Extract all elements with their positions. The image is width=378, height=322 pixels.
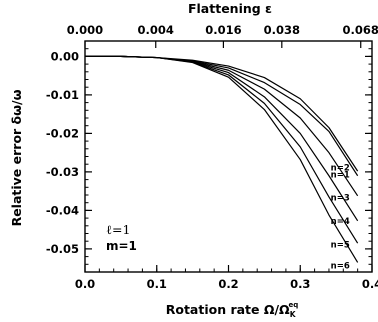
top-axis-title: Flattening ε xyxy=(188,1,272,16)
series-line-n6 xyxy=(85,55,359,263)
x-tick-label: 0.0 xyxy=(75,277,95,291)
series-label-n2: n=2 xyxy=(331,164,350,174)
series-line-n5 xyxy=(85,55,359,244)
top-tick-label: 0.068 xyxy=(343,23,378,37)
top-tick-label: 0.016 xyxy=(205,23,241,37)
x-tick-label: 0.1 xyxy=(147,277,167,291)
plot-frame xyxy=(84,40,373,273)
series-label-n6: n=6 xyxy=(331,261,350,271)
y-tick-label: 0.00 xyxy=(51,49,79,63)
y-tick-label: -0.04 xyxy=(46,203,79,217)
y-tick-label: -0.03 xyxy=(46,165,79,179)
top-tick-label: 0.004 xyxy=(138,23,174,37)
y-tick-label: -0.05 xyxy=(46,242,79,256)
series-label-n3: n=3 xyxy=(331,193,350,203)
series-label-n4: n=4 xyxy=(331,217,350,227)
x-axis-title-sub: K xyxy=(290,310,297,319)
axis-ticks xyxy=(84,40,373,272)
y-tick-label: -0.01 xyxy=(46,88,79,102)
plot-border xyxy=(84,40,373,273)
top-tick-label: 0.038 xyxy=(264,23,300,37)
annotation-l: ℓ=1 xyxy=(106,222,130,237)
series-line-n2 xyxy=(85,55,359,172)
series-lines xyxy=(85,55,359,263)
series-label-n5: n=5 xyxy=(331,240,350,250)
series-label-n1: n=1 xyxy=(331,171,350,181)
x-axis-title-sup: eq xyxy=(289,301,299,309)
y-tick-label: -0.02 xyxy=(46,126,79,140)
top-tick-label: 0.000 xyxy=(67,23,103,37)
x-tick-label: 0.3 xyxy=(290,277,310,291)
x-axis-title-main: Rotation rate Ω/Ω xyxy=(166,302,290,317)
x-tick-label: 0.4 xyxy=(362,277,378,291)
y-axis-title: Relative error δω/ω xyxy=(9,89,24,226)
annotation-m: m=1 xyxy=(106,239,137,253)
x-tick-label: 0.2 xyxy=(218,277,238,291)
tick-labels: 0.0 0.1 0.2 0.3 0.4 0.000 0.004 0.016 0.038 0.068… xyxy=(46,23,378,291)
x-axis-title: Rotation rate Ω/ΩKeq xyxy=(166,301,299,319)
